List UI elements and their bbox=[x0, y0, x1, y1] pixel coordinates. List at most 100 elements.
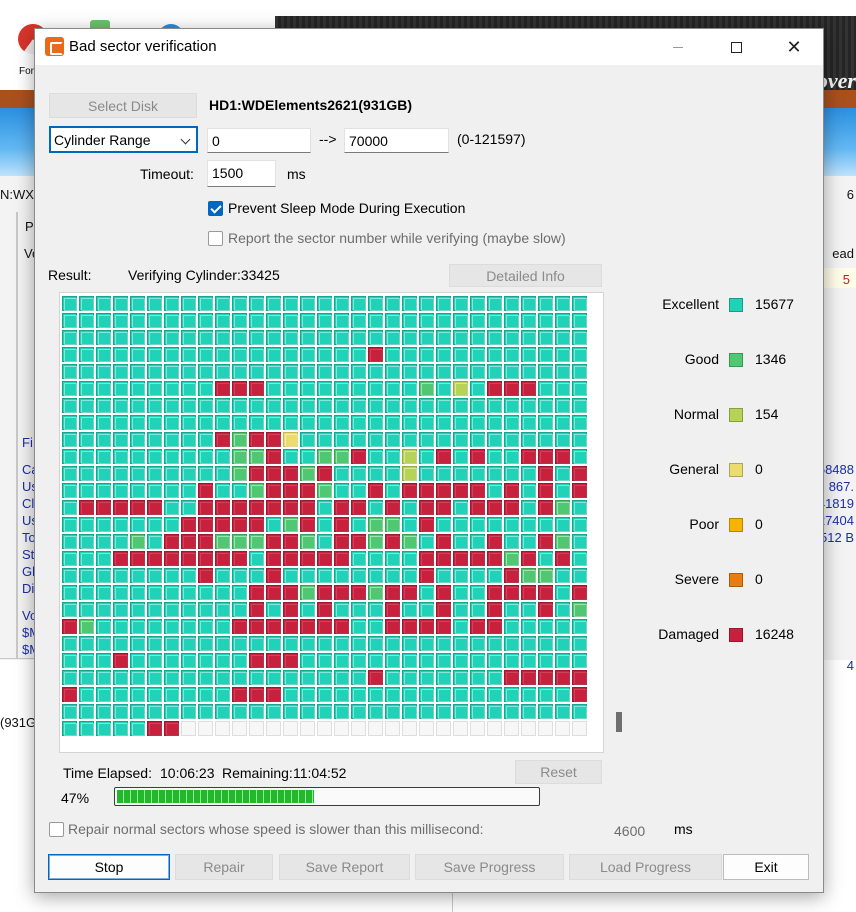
sector-cell bbox=[130, 483, 145, 498]
sector-cell bbox=[181, 619, 196, 634]
sector-cell bbox=[402, 483, 417, 498]
sector-cell bbox=[419, 551, 434, 566]
sector-cell bbox=[147, 466, 162, 481]
repair-button[interactable]: Repair bbox=[175, 854, 273, 880]
sector-cell bbox=[385, 619, 400, 634]
sector-cell bbox=[351, 500, 366, 515]
sector-cell bbox=[436, 398, 451, 413]
sector-cell bbox=[351, 313, 366, 328]
sector-cell bbox=[504, 551, 519, 566]
sector-cell bbox=[419, 517, 434, 532]
range-to-input[interactable]: 70000 bbox=[344, 128, 449, 153]
sector-cell bbox=[453, 398, 468, 413]
close-button[interactable]: ✕ bbox=[765, 29, 823, 65]
sector-cell bbox=[436, 415, 451, 430]
sector-cell bbox=[198, 704, 213, 719]
minimize-button[interactable] bbox=[649, 29, 707, 65]
save-progress-button[interactable]: Save Progress bbox=[415, 854, 564, 880]
sector-cell bbox=[249, 415, 264, 430]
sector-cell bbox=[181, 602, 196, 617]
repair-ms-input[interactable]: 4600 bbox=[614, 823, 646, 839]
sector-cell bbox=[249, 466, 264, 481]
sector-cell bbox=[62, 432, 77, 447]
sector-cell bbox=[436, 466, 451, 481]
sector-cell bbox=[130, 551, 145, 566]
sector-cell bbox=[555, 381, 570, 396]
sector-cell bbox=[215, 636, 230, 651]
sector-cell bbox=[164, 687, 179, 702]
report-sector-checkbox[interactable] bbox=[208, 231, 223, 246]
sector-cell bbox=[436, 687, 451, 702]
sector-cell bbox=[521, 619, 536, 634]
sector-cell bbox=[351, 602, 366, 617]
sector-cell bbox=[164, 551, 179, 566]
sector-cell bbox=[334, 534, 349, 549]
sector-cell bbox=[419, 347, 434, 362]
sector-cell bbox=[402, 568, 417, 583]
timeout-input[interactable]: 1500 bbox=[207, 160, 276, 187]
sector-cell bbox=[555, 585, 570, 600]
sector-cell bbox=[572, 398, 587, 413]
sector-cell bbox=[113, 364, 128, 379]
sector-cell bbox=[249, 398, 264, 413]
exit-button[interactable]: Exit bbox=[723, 854, 809, 880]
range-mode-select[interactable]: Cylinder Range bbox=[49, 126, 198, 153]
sector-cell bbox=[147, 415, 162, 430]
minimize-icon bbox=[673, 46, 683, 48]
sector-cell bbox=[470, 551, 485, 566]
sector-cell bbox=[538, 653, 553, 668]
sector-cell bbox=[521, 704, 536, 719]
reset-button[interactable]: Reset bbox=[515, 760, 602, 784]
sector-cell bbox=[198, 636, 213, 651]
sector-cell bbox=[453, 432, 468, 447]
sector-cell bbox=[96, 313, 111, 328]
sector-cell bbox=[521, 568, 536, 583]
sector-cell bbox=[453, 636, 468, 651]
save-report-button[interactable]: Save Report bbox=[279, 854, 410, 880]
maximize-button[interactable] bbox=[707, 29, 765, 65]
sector-cell bbox=[232, 415, 247, 430]
sector-cell bbox=[504, 636, 519, 651]
sector-cell bbox=[368, 449, 383, 464]
sector-cell bbox=[470, 585, 485, 600]
repair-option-checkbox[interactable] bbox=[49, 822, 64, 837]
sector-cell bbox=[487, 432, 502, 447]
legend-label: Poor bbox=[689, 516, 719, 532]
sector-cell bbox=[198, 415, 213, 430]
sector-cell bbox=[266, 398, 281, 413]
detailed-info-button[interactable]: Detailed Info bbox=[449, 264, 602, 287]
sector-cell bbox=[436, 568, 451, 583]
sector-cell bbox=[62, 483, 77, 498]
sector-cell bbox=[368, 534, 383, 549]
sector-cell bbox=[402, 466, 417, 481]
range-from-input[interactable]: 0 bbox=[207, 128, 311, 153]
sector-cell bbox=[368, 517, 383, 532]
prevent-sleep-checkbox[interactable] bbox=[208, 201, 223, 216]
sector-map-scrollbar[interactable] bbox=[616, 712, 622, 732]
select-disk-button[interactable]: Select Disk bbox=[49, 93, 197, 118]
title-bar[interactable]: Bad sector verification ✕ bbox=[35, 29, 823, 65]
sector-cell bbox=[62, 398, 77, 413]
sector-cell bbox=[555, 670, 570, 685]
result-label: Result: bbox=[48, 267, 92, 283]
sector-cell bbox=[521, 296, 536, 311]
sector-cell bbox=[62, 670, 77, 685]
sector-cell bbox=[147, 534, 162, 549]
sector-cell bbox=[147, 687, 162, 702]
sector-cell bbox=[130, 347, 145, 362]
sector-cell bbox=[198, 568, 213, 583]
sector-cell bbox=[283, 602, 298, 617]
sector-cell bbox=[215, 687, 230, 702]
sector-cell bbox=[419, 704, 434, 719]
stop-button[interactable]: Stop bbox=[48, 854, 170, 880]
sector-cell bbox=[368, 619, 383, 634]
sector-cell bbox=[164, 619, 179, 634]
sector-cell bbox=[368, 347, 383, 362]
sector-cell bbox=[300, 704, 315, 719]
sector-cell bbox=[79, 619, 94, 634]
sector-cell bbox=[402, 585, 417, 600]
legend-count: 154 bbox=[755, 406, 779, 422]
load-progress-button[interactable]: Load Progress bbox=[569, 854, 722, 880]
sector-cell bbox=[538, 313, 553, 328]
sector-cell bbox=[521, 330, 536, 345]
